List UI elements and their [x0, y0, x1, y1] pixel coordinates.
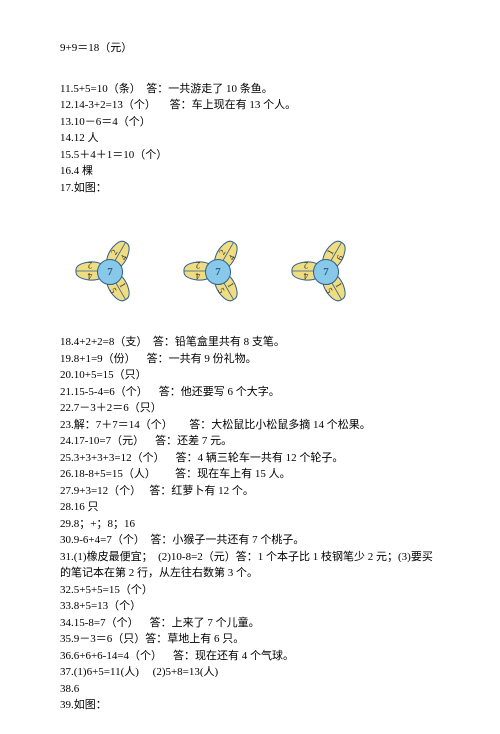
block-2: 18.4+2+2=8（支） 答：铅笔盒里共有 8 支笔。19.8+1=9（份） …	[60, 334, 440, 714]
answer-line: 22.7－3＋2＝6（只）	[60, 400, 440, 417]
spinner-hub: 7	[97, 259, 123, 285]
answer-line: 28.16 只	[60, 499, 440, 516]
answer-line: 38.6	[60, 681, 440, 698]
answer-line: 20.10+5=15（只）	[60, 367, 440, 384]
spinner-hub: 7	[313, 259, 339, 285]
answer-line: 32.5+5+5=15（个）	[60, 582, 440, 599]
top-equation: 9+9＝18（元）	[60, 40, 440, 57]
answer-line: 37.(1)6+5=11(人) (2)5+8=13(人)	[60, 664, 440, 681]
answer-line: 12.14-3+2=13（个） 答：车上现在有 13 个人。	[60, 97, 440, 114]
answer-line: 23.解：7＋7＝14（个） 答：大松鼠比小松鼠多摘 14 个松果。	[60, 417, 440, 434]
answer-line: 15.5＋4＋1＝10（个）	[60, 147, 440, 164]
answer-line: 30.9-6+4=7（个） 答：小猴子一共还有 7 个桃子。	[60, 532, 440, 549]
answer-line: 24.17-10=7（元） 答：还差 7 元。	[60, 433, 440, 450]
spinner-hub: 7	[205, 259, 231, 285]
answer-line: 31.(1)橡皮最便宜； (2)10-8=2（元）答：1 个本子比 1 枝钢笔少…	[60, 549, 440, 582]
answer-line: 36.6+6+6-14=4（个） 答：现在还有 4 个气球。	[60, 648, 440, 665]
document-page: 9+9＝18（元） 11.5+5=10（条） 答：一共游走了 10 条鱼。12.…	[0, 0, 500, 734]
answer-line: 39.如图：	[60, 697, 440, 714]
blade-number: 2	[193, 258, 203, 272]
answer-line: 14.12 人	[60, 130, 440, 147]
spacer	[60, 196, 440, 214]
answer-line: 35.9－3＝6（只）答：草地上有 6 只。	[60, 631, 440, 648]
spinner-icon: 1615427	[280, 226, 370, 316]
answer-line: 19.8+1=9（份） 答：一共有 9 份礼物。	[60, 351, 440, 368]
answer-line: 33.8+5=13（个）	[60, 598, 440, 615]
blade-number: 2	[301, 258, 311, 272]
spinner-icon: 2415427	[64, 226, 154, 316]
answer-line: 34.15-8=7（个） 答：上来了 7 个儿童。	[60, 615, 440, 632]
answer-line: 11.5+5=10（条） 答：一共游走了 10 条鱼。	[60, 81, 440, 98]
answer-line: 27.9+3=12（个） 答：红萝卜有 12 个。	[60, 483, 440, 500]
spacer	[60, 57, 440, 81]
answer-line: 29.8；+；8；16	[60, 516, 440, 533]
answer-line: 21.15-5-4=6（个） 答：他还要写 6 个大字。	[60, 384, 440, 401]
answer-line: 18.4+2+2=8（支） 答：铅笔盒里共有 8 支笔。	[60, 334, 440, 351]
answer-line: 17.如图：	[60, 180, 440, 197]
answer-line: 16.4 棵	[60, 163, 440, 180]
answer-line: 26.18-8+5=15（人） 答：现在车上有 15 人。	[60, 466, 440, 483]
blade-number: 2	[85, 258, 95, 272]
answer-line: 13.10－6＝4（个）	[60, 114, 440, 131]
spinner-icon: 2415427	[172, 226, 262, 316]
block-1: 11.5+5=10（条） 答：一共游走了 10 条鱼。12.14-3+2=13（…	[60, 81, 440, 197]
answer-line: 25.3+3+3+3=12（个） 答：4 辆三轮车一共有 12 个轮子。	[60, 450, 440, 467]
spinner-diagrams: 241542724154271615427	[60, 226, 440, 316]
